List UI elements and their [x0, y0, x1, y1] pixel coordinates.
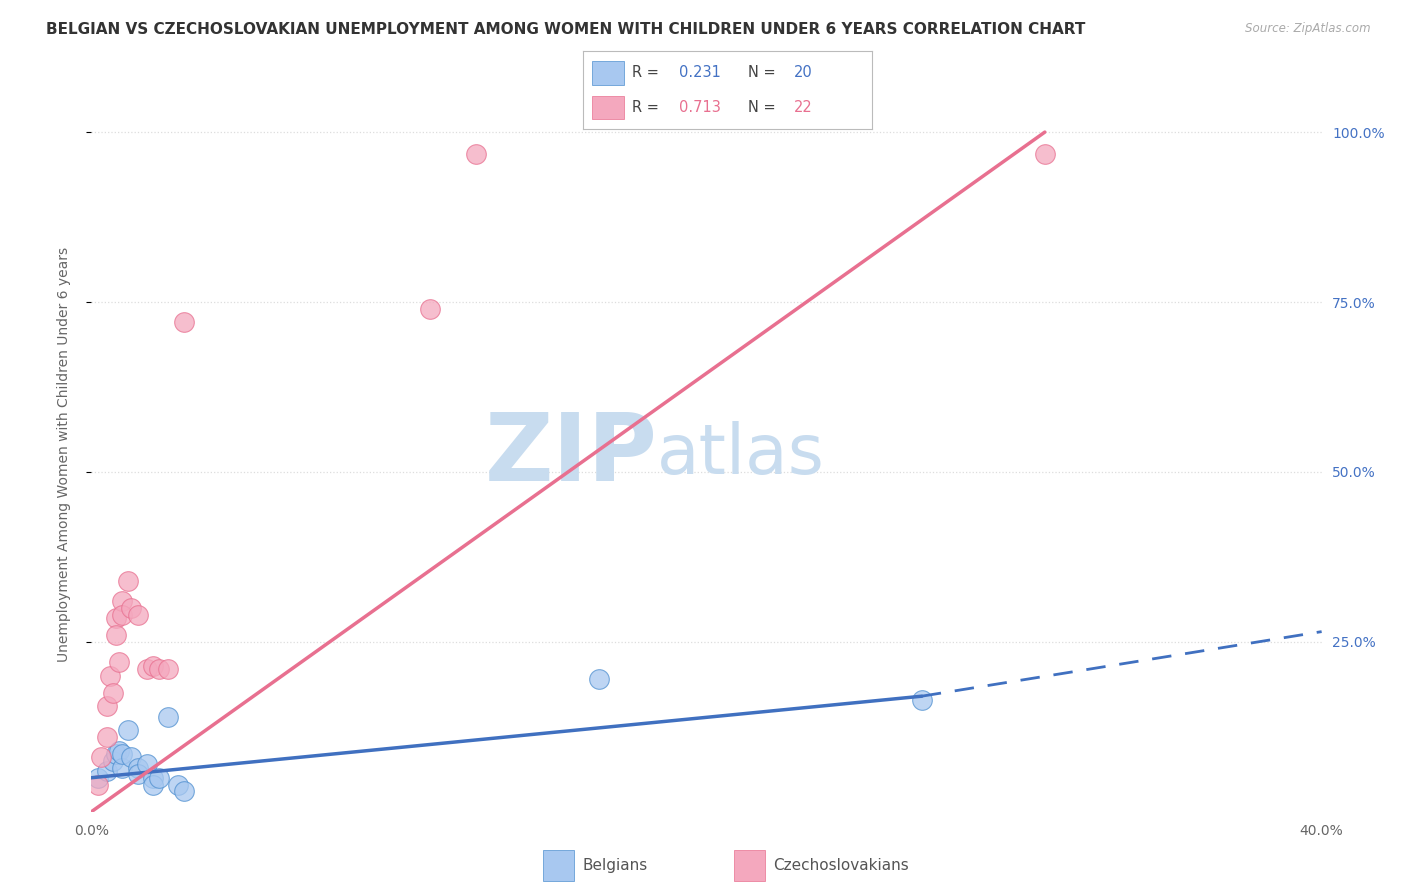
Point	[117, 574, 139, 588]
Point	[173, 784, 195, 798]
Point	[96, 764, 118, 778]
Point	[101, 754, 124, 768]
Text: ZIP: ZIP	[485, 409, 657, 501]
Point	[108, 655, 131, 669]
Text: Source: ZipAtlas.com: Source: ZipAtlas.com	[1246, 22, 1371, 36]
Text: R =: R =	[633, 65, 664, 80]
Point	[111, 594, 134, 608]
Point	[1033, 146, 1056, 161]
Text: 20: 20	[794, 65, 813, 80]
Point	[166, 778, 188, 792]
Point	[105, 628, 127, 642]
Point	[419, 301, 441, 316]
Point	[142, 771, 165, 785]
Point	[117, 723, 139, 738]
Point	[105, 611, 127, 625]
Point	[142, 658, 165, 673]
Point	[157, 662, 180, 676]
Bar	[592, 95, 624, 120]
Point	[98, 669, 121, 683]
Point	[111, 760, 134, 774]
Text: Czechoslovakians: Czechoslovakians	[773, 858, 910, 872]
Text: BELGIAN VS CZECHOSLOVAKIAN UNEMPLOYMENT AMONG WOMEN WITH CHILDREN UNDER 6 YEARS : BELGIAN VS CZECHOSLOVAKIAN UNEMPLOYMENT …	[46, 22, 1085, 37]
Point	[588, 672, 610, 686]
Point	[135, 757, 157, 772]
Point	[911, 692, 934, 706]
Text: 0.713: 0.713	[679, 100, 720, 115]
Point	[464, 146, 486, 161]
Point	[108, 743, 131, 757]
Text: N =: N =	[748, 65, 780, 80]
Point	[135, 662, 157, 676]
Point	[86, 771, 108, 785]
Text: atlas: atlas	[657, 421, 825, 489]
Point	[157, 709, 180, 723]
Point	[148, 771, 170, 785]
Point	[111, 747, 134, 761]
Point	[127, 607, 149, 622]
Y-axis label: Unemployment Among Women with Children Under 6 years: Unemployment Among Women with Children U…	[56, 247, 70, 663]
Text: 0.231: 0.231	[679, 65, 720, 80]
Point	[101, 686, 124, 700]
Point	[120, 600, 142, 615]
Text: N =: N =	[748, 100, 780, 115]
Text: R =: R =	[633, 100, 664, 115]
Point	[148, 662, 170, 676]
Text: 22: 22	[794, 100, 813, 115]
Text: Belgians: Belgians	[582, 858, 647, 872]
Bar	[734, 849, 765, 881]
Point	[127, 767, 149, 781]
Bar	[543, 849, 574, 881]
Point	[86, 778, 108, 792]
Point	[120, 750, 142, 764]
Point	[96, 699, 118, 714]
Point	[142, 778, 165, 792]
Point	[96, 730, 118, 744]
Point	[90, 750, 112, 764]
Point	[173, 315, 195, 329]
Point	[127, 760, 149, 774]
Bar	[592, 61, 624, 85]
Point	[111, 607, 134, 622]
Point	[105, 747, 127, 761]
